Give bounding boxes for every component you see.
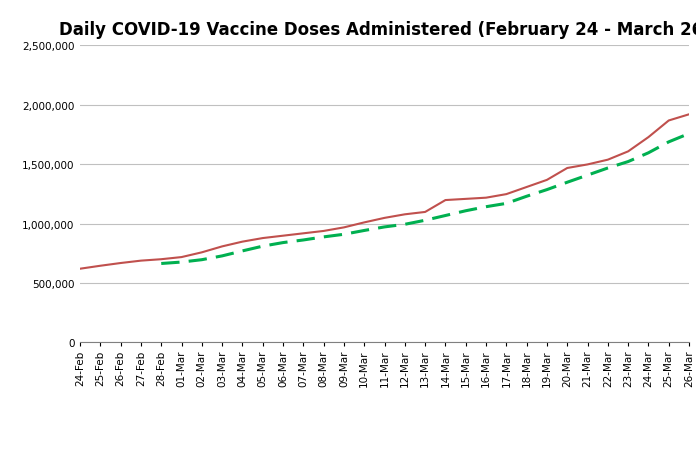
Title: Daily COVID-19 Vaccine Doses Administered (February 24 - March 26): Daily COVID-19 Vaccine Doses Administere… <box>58 21 696 39</box>
